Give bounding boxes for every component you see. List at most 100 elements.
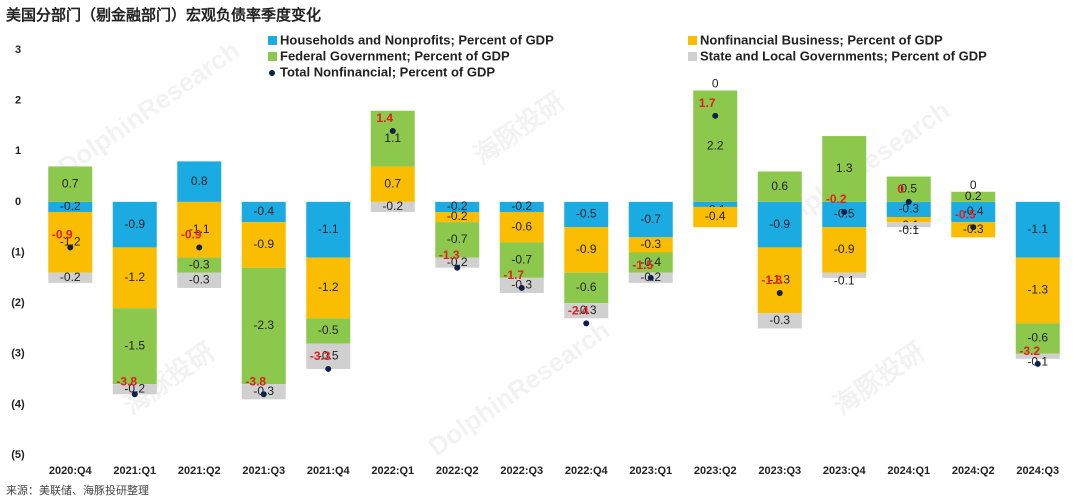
legend-swatch	[688, 52, 697, 61]
x-tick-label: 2024:Q3	[1016, 465, 1059, 477]
data-label: -0.2	[447, 209, 468, 223]
bar-segment	[306, 318, 351, 344]
bar-segment	[628, 237, 673, 253]
y-tick-label: (3)	[11, 348, 25, 360]
total-dot	[196, 244, 203, 251]
x-tick-label: 2022:Q4	[565, 465, 609, 477]
data-label: -0.3	[189, 257, 210, 271]
total-dot	[712, 112, 719, 119]
bar-segment	[951, 201, 996, 223]
data-label: -0.3	[640, 237, 661, 251]
total-label: -1.3	[439, 248, 460, 262]
total-label: 1.7	[699, 96, 716, 110]
total-label: -1.7	[503, 268, 524, 282]
data-label: -0.2	[124, 381, 145, 395]
data-label: -0.2	[60, 270, 81, 284]
bar-segment	[112, 384, 157, 395]
data-label: -0.4	[705, 209, 726, 223]
data-label: 0.8	[191, 174, 208, 188]
data-label: -1.3	[769, 273, 790, 287]
chart-title: 美国分部门（剔金融部门）宏观负债率季度变化	[6, 6, 321, 24]
total-label: 0	[897, 182, 904, 196]
legend-label: Households and Nonprofits; Percent of GD…	[280, 32, 554, 47]
total-dot	[389, 128, 396, 134]
data-label: -2.3	[253, 318, 274, 332]
data-label: -0.3	[511, 278, 532, 292]
bar-segment	[1015, 353, 1060, 359]
data-label: -0.6	[511, 219, 532, 233]
data-label: -0.9	[576, 242, 597, 256]
data-label: -0.4	[963, 204, 984, 218]
data-label: -0.4	[253, 204, 274, 218]
bar-segment	[241, 201, 286, 223]
data-label: -1.1	[1027, 222, 1048, 236]
total-dot	[970, 224, 977, 231]
data-label: -0.2	[382, 199, 403, 213]
bar-segment	[435, 212, 480, 223]
total-dot	[841, 209, 848, 215]
data-label: -1.5	[124, 338, 145, 352]
data-label: -0.9	[124, 217, 145, 231]
legend-label: Federal Government; Percent of GDP	[280, 48, 510, 63]
bar-segment	[1015, 323, 1060, 354]
bar-segment	[693, 206, 738, 228]
data-label: -0.9	[769, 217, 790, 231]
total-dot	[905, 198, 912, 205]
bar-segment	[564, 227, 609, 273]
bar-segment	[48, 166, 93, 202]
data-label: -0.5	[318, 323, 339, 337]
data-label: -0.1	[834, 273, 855, 287]
total-label: -0.9	[52, 228, 73, 242]
data-label: -0.1	[898, 223, 919, 237]
x-tick-label: 2023:Q1	[629, 465, 672, 477]
source: 来源：美联储、海豚投研整理	[6, 483, 149, 497]
total-label: -2.4	[568, 304, 589, 318]
legend-swatch	[269, 70, 275, 76]
bar-segment	[757, 171, 802, 202]
data-label: 0.7	[384, 176, 401, 190]
bar-segment	[241, 267, 286, 385]
legend-swatch	[688, 36, 697, 45]
total-dot	[131, 391, 138, 398]
data-label: -1.2	[124, 270, 145, 284]
total-label: -0.9	[181, 228, 202, 242]
bar-segment	[370, 110, 415, 167]
bar-segment	[822, 272, 867, 278]
data-label: 1.3	[836, 161, 853, 175]
legend-swatch	[268, 52, 277, 61]
data-label: -0.2	[60, 199, 81, 213]
legend-label: Nonfinancial Business; Percent of GDP	[700, 32, 943, 47]
bar-segment	[435, 222, 480, 258]
y-tick-label: (5)	[11, 449, 25, 461]
bar-segment	[48, 272, 93, 283]
data-label: -1.2	[60, 235, 81, 249]
bar-segment	[177, 257, 222, 273]
bar-segment	[822, 227, 867, 273]
total-label: -1.8	[761, 273, 782, 287]
watermark: DolphinResearch	[53, 35, 245, 182]
data-label: -1.3	[1027, 283, 1048, 297]
data-label: -0.2	[511, 199, 532, 213]
total-label: -3.8	[245, 374, 266, 388]
total-dot	[518, 284, 525, 291]
y-tick-label: 2	[15, 95, 21, 107]
bar-segment	[628, 201, 673, 238]
y-tick-label: 1	[15, 145, 21, 157]
data-label: 0.7	[62, 176, 79, 190]
bar-segment	[564, 272, 609, 304]
data-label: -0.6	[576, 280, 597, 294]
y-tick-label: (1)	[11, 246, 25, 258]
total-label: -0.5	[955, 207, 976, 221]
total-dot	[67, 244, 74, 251]
bar-segment	[48, 212, 93, 273]
data-label: -0.3	[769, 313, 790, 327]
bar-segment	[693, 201, 738, 207]
bar-segment	[241, 222, 286, 268]
data-label: -0.3	[189, 273, 210, 287]
total-dot	[647, 274, 654, 281]
data-label: -0.3	[253, 384, 274, 398]
data-label: 0	[970, 178, 977, 192]
total-label: -3.2	[1019, 344, 1040, 358]
bar-segment	[564, 201, 609, 228]
data-label: -0.3	[898, 202, 919, 216]
